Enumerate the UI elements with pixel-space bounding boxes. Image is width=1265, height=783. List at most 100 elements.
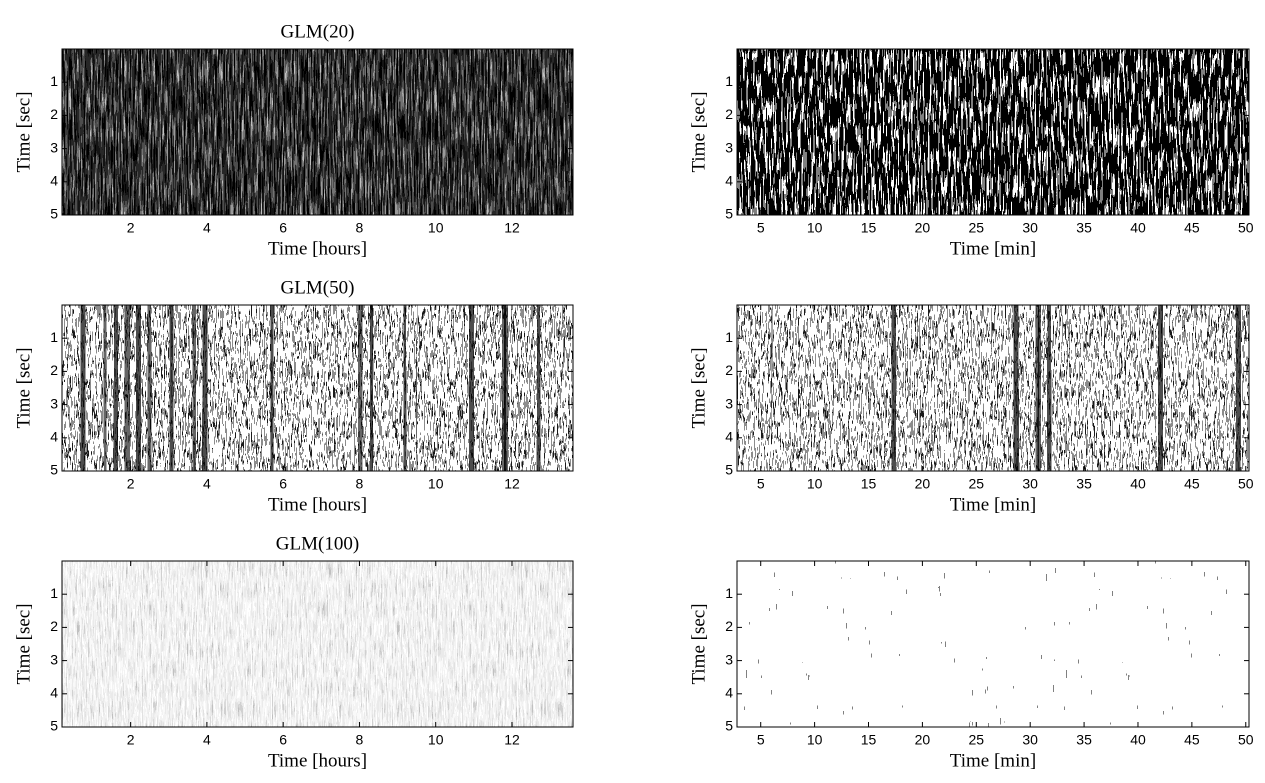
axes-frame bbox=[736, 560, 1250, 728]
x-tick-label: 8 bbox=[356, 732, 364, 748]
y-tick-label: 1 bbox=[50, 329, 58, 345]
y-tick-label: 2 bbox=[50, 362, 58, 378]
x-tick-label: 2 bbox=[127, 732, 135, 748]
y-tick-label: 2 bbox=[725, 106, 733, 122]
x-tick-label: 35 bbox=[1076, 220, 1092, 236]
y-tick-label: 5 bbox=[725, 462, 733, 478]
raster-texture bbox=[737, 305, 1249, 471]
x-tick-label: 35 bbox=[1076, 476, 1092, 492]
y-tick-label: 3 bbox=[50, 139, 58, 155]
raster-texture bbox=[737, 561, 1249, 727]
x-axis-label: Time [min] bbox=[950, 750, 1036, 771]
y-tick-label: 4 bbox=[50, 173, 58, 189]
y-tick-label: 1 bbox=[50, 73, 58, 89]
x-tick-label: 5 bbox=[757, 732, 765, 748]
y-tick-label: 4 bbox=[725, 685, 733, 701]
y-tick-label: 5 bbox=[50, 718, 58, 734]
y-tick-label: 4 bbox=[725, 429, 733, 445]
x-tick-label: 40 bbox=[1130, 476, 1146, 492]
x-axis-label: Time [hours] bbox=[268, 494, 367, 515]
y-tick-label: 5 bbox=[50, 206, 58, 222]
y-tick-label: 2 bbox=[50, 106, 58, 122]
y-tick-label: 3 bbox=[50, 651, 58, 667]
x-tick-label: 6 bbox=[279, 732, 287, 748]
x-tick-label: 12 bbox=[504, 476, 520, 492]
x-axis-label: Time [min] bbox=[950, 238, 1036, 259]
x-tick-label: 5 bbox=[757, 220, 765, 236]
x-tick-label: 4 bbox=[203, 476, 211, 492]
x-tick-label: 50 bbox=[1238, 220, 1254, 236]
x-tick-label: 2 bbox=[127, 476, 135, 492]
y-tick-label: 5 bbox=[725, 206, 733, 222]
x-tick-label: 45 bbox=[1184, 476, 1200, 492]
x-axis-label: Time [hours] bbox=[268, 750, 367, 771]
x-tick-label: 25 bbox=[969, 476, 985, 492]
y-tick-label: 3 bbox=[725, 651, 733, 667]
axes-frame bbox=[61, 48, 574, 216]
raster-texture bbox=[62, 561, 573, 727]
y-tick-label: 4 bbox=[50, 685, 58, 701]
x-tick-label: 12 bbox=[504, 220, 520, 236]
raster-texture bbox=[737, 49, 1249, 215]
x-tick-label: 12 bbox=[504, 732, 520, 748]
axes-frame bbox=[736, 304, 1250, 472]
y-tick-label: 1 bbox=[725, 73, 733, 89]
x-tick-label: 30 bbox=[1022, 476, 1038, 492]
x-tick-label: 35 bbox=[1076, 732, 1092, 748]
y-tick-label: 3 bbox=[725, 139, 733, 155]
x-tick-label: 15 bbox=[861, 732, 877, 748]
x-tick-label: 10 bbox=[428, 732, 444, 748]
y-tick-label: 3 bbox=[50, 395, 58, 411]
x-tick-label: 4 bbox=[203, 732, 211, 748]
x-axis-label: Time [min] bbox=[950, 494, 1036, 515]
axes-frame bbox=[61, 304, 574, 472]
y-axis-label: Time [sec] bbox=[13, 603, 34, 684]
raster-texture bbox=[62, 305, 573, 471]
x-tick-label: 30 bbox=[1022, 732, 1038, 748]
x-tick-label: 50 bbox=[1238, 732, 1254, 748]
y-tick-label: 1 bbox=[725, 585, 733, 601]
axes-frame bbox=[61, 560, 574, 728]
y-tick-label: 5 bbox=[50, 462, 58, 478]
x-tick-label: 40 bbox=[1130, 220, 1146, 236]
y-axis-label: Time [sec] bbox=[13, 347, 34, 428]
x-tick-label: 10 bbox=[807, 732, 823, 748]
x-tick-label: 40 bbox=[1130, 732, 1146, 748]
y-tick-label: 3 bbox=[725, 395, 733, 411]
x-tick-label: 15 bbox=[861, 476, 877, 492]
x-tick-label: 10 bbox=[807, 476, 823, 492]
panel-title: GLM(100) bbox=[276, 533, 359, 554]
raster-texture bbox=[62, 49, 573, 215]
panel-title: GLM(50) bbox=[281, 277, 355, 298]
x-tick-label: 6 bbox=[279, 220, 287, 236]
x-tick-label: 6 bbox=[279, 476, 287, 492]
y-axis-label: Time [sec] bbox=[688, 347, 709, 428]
x-tick-label: 5 bbox=[757, 476, 765, 492]
y-tick-label: 1 bbox=[50, 585, 58, 601]
x-tick-label: 10 bbox=[428, 476, 444, 492]
panel-title: GLM(20) bbox=[281, 21, 355, 42]
axes-frame bbox=[736, 48, 1250, 216]
x-tick-label: 20 bbox=[915, 732, 931, 748]
y-tick-label: 2 bbox=[50, 618, 58, 634]
y-tick-label: 5 bbox=[725, 718, 733, 734]
x-tick-label: 30 bbox=[1022, 220, 1038, 236]
y-tick-label: 1 bbox=[725, 329, 733, 345]
x-tick-label: 2 bbox=[127, 220, 135, 236]
x-tick-label: 10 bbox=[428, 220, 444, 236]
y-tick-label: 4 bbox=[50, 429, 58, 445]
y-tick-label: 2 bbox=[725, 362, 733, 378]
x-tick-label: 8 bbox=[356, 220, 364, 236]
x-tick-label: 8 bbox=[356, 476, 364, 492]
y-axis-label: Time [sec] bbox=[13, 91, 34, 172]
x-tick-label: 45 bbox=[1184, 732, 1200, 748]
x-tick-label: 15 bbox=[861, 220, 877, 236]
x-tick-label: 25 bbox=[969, 220, 985, 236]
x-tick-label: 50 bbox=[1238, 476, 1254, 492]
